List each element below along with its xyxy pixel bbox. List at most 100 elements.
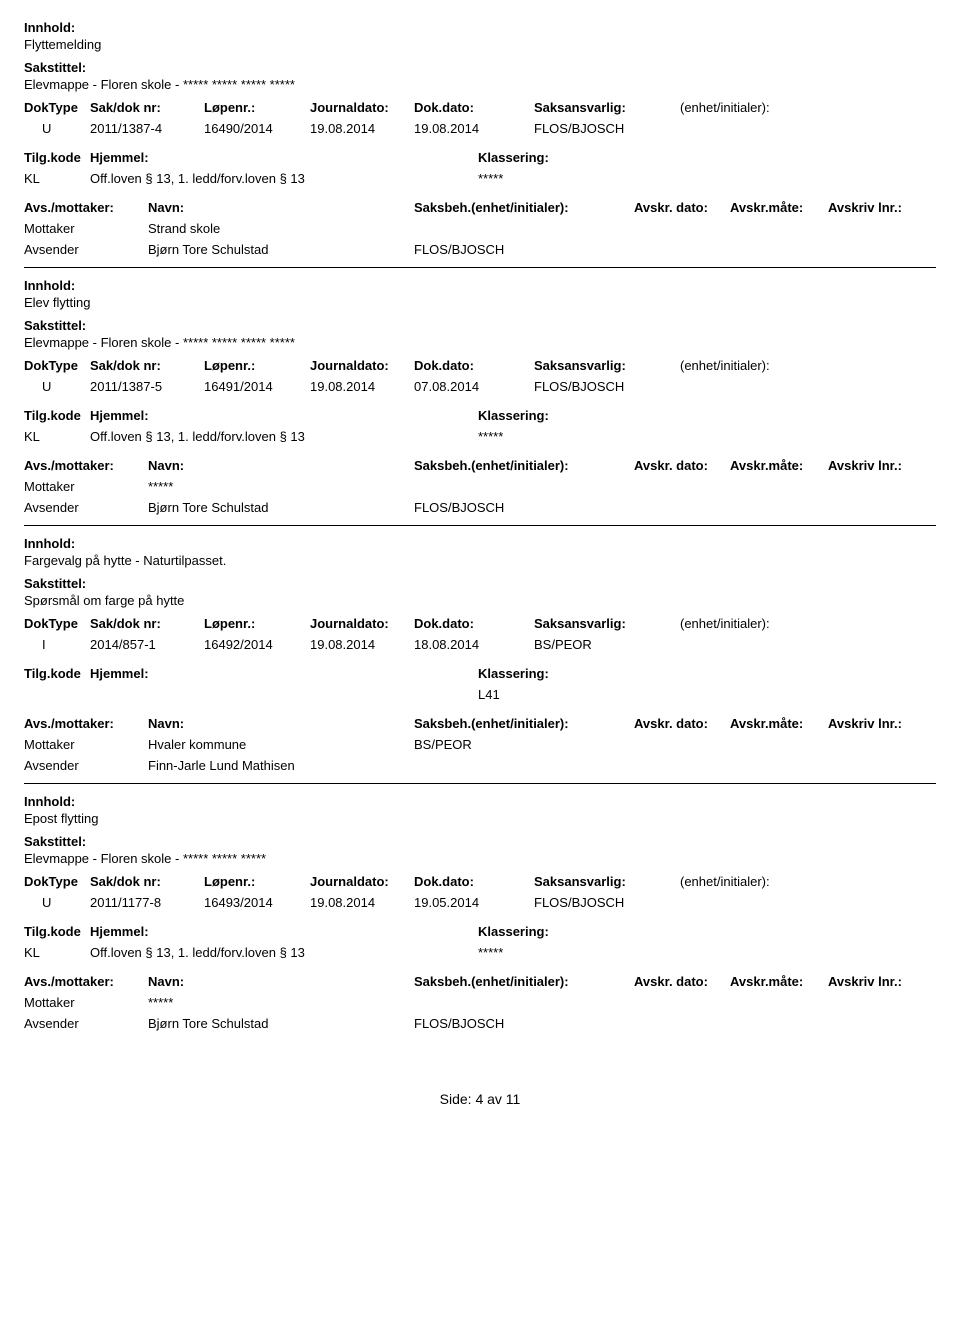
innhold-value: Epost flytting [24,811,936,826]
dokdato-value: 07.08.2014 [414,379,534,394]
sakdok-label: Sak/dok nr: [90,100,204,115]
sakstittel-value: Elevmappe - Floren skole - ***** ***** *… [24,77,936,92]
avskrivlnr-label: Avskriv lnr.: [828,716,936,731]
record-divider [24,783,936,784]
party-avskrdato [634,737,730,752]
dokdato-value: 18.08.2014 [414,637,534,652]
klassering-label: Klassering: [478,150,936,165]
party-avskrdato [634,242,730,257]
sakdok-value: 2014/857-1 [90,637,204,652]
lopenr-label: Løpenr.: [204,358,310,373]
avs-header-row: Avs./mottaker: Navn: Saksbeh.(enhet/init… [24,716,936,731]
party-row: Mottaker ***** [24,995,936,1010]
sakstittel-label: Sakstittel: [24,60,936,75]
dokdato-label: Dok.dato: [414,100,534,115]
tilg-value-row: KL Off.loven § 13, 1. ledd/forv.loven § … [24,945,936,960]
sakstittel-label: Sakstittel: [24,576,936,591]
party-row: Avsender Bjørn Tore Schulstad FLOS/BJOSC… [24,242,936,257]
doktype-value: U [24,121,90,136]
innhold-label: Innhold: [24,20,936,35]
party-avskrdato [634,995,730,1010]
avskrdato-label: Avskr. dato: [634,200,730,215]
doc-header-row: DokType Sak/dok nr: Løpenr.: Journaldato… [24,100,936,115]
doc-header-row: DokType Sak/dok nr: Løpenr.: Journaldato… [24,874,936,889]
party-avskrivlnr [828,500,936,515]
saksansvarlig-value: FLOS/BJOSCH [534,379,680,394]
journal-record: Innhold: Fargevalg på hytte - Naturtilpa… [24,536,936,773]
party-row: Avsender Bjørn Tore Schulstad FLOS/BJOSC… [24,500,936,515]
tilg-value-row: KL Off.loven § 13, 1. ledd/forv.loven § … [24,429,936,444]
saksansvarlig-label: Saksansvarlig: [534,616,680,631]
saksansvarlig-value: FLOS/BJOSCH [534,121,680,136]
klassering-label: Klassering: [478,666,936,681]
party-avskrdato [634,221,730,236]
hjemmel-label: Hjemmel: [90,924,478,939]
navn-label: Navn: [148,458,414,473]
enhet-value [680,637,936,652]
sakstittel-value: Spørsmål om farge på hytte [24,593,936,608]
party-avskrmate [730,995,828,1010]
doc-header-row: DokType Sak/dok nr: Løpenr.: Journaldato… [24,358,936,373]
party-row: Mottaker ***** [24,479,936,494]
avs-header-row: Avs./mottaker: Navn: Saksbeh.(enhet/init… [24,200,936,215]
sakstittel-value: Elevmappe - Floren skole - ***** ***** *… [24,851,936,866]
dokdato-label: Dok.dato: [414,358,534,373]
doktype-value: U [24,379,90,394]
party-row: Avsender Finn-Jarle Lund Mathisen [24,758,936,773]
party-avskrivlnr [828,995,936,1010]
avs-header-row: Avs./mottaker: Navn: Saksbeh.(enhet/init… [24,458,936,473]
innhold-value: Flyttemelding [24,37,936,52]
lopenr-label: Løpenr.: [204,616,310,631]
party-saksbeh [414,221,634,236]
saksansvarlig-label: Saksansvarlig: [534,358,680,373]
sakdok-label: Sak/dok nr: [90,874,204,889]
lopenr-label: Løpenr.: [204,874,310,889]
navn-label: Navn: [148,200,414,215]
avskrdato-label: Avskr. dato: [634,716,730,731]
enhet-value [680,121,936,136]
enhet-label: (enhet/initialer): [680,874,936,889]
parties-container: Mottaker Hvaler kommune BS/PEOR Avsender… [24,737,936,773]
journaldato-label: Journaldato: [310,358,414,373]
dokdato-label: Dok.dato: [414,616,534,631]
tilg-header-row: Tilg.kode Hjemmel: Klassering: [24,408,936,423]
party-avskrmate [730,242,828,257]
tilgkode-label: Tilg.kode [24,666,90,681]
sakdok-label: Sak/dok nr: [90,358,204,373]
tilgkode-value: KL [24,945,90,960]
journaldato-value: 19.08.2014 [310,121,414,136]
lopenr-label: Løpenr.: [204,100,310,115]
dokdato-value: 19.05.2014 [414,895,534,910]
avskrdato-label: Avskr. dato: [634,974,730,989]
tilgkode-label: Tilg.kode [24,408,90,423]
innhold-label: Innhold: [24,536,936,551]
tilg-value-row: KL Off.loven § 13, 1. ledd/forv.loven § … [24,171,936,186]
journaldato-value: 19.08.2014 [310,379,414,394]
party-avskrivlnr [828,737,936,752]
avsmottaker-label: Avs./mottaker: [24,458,148,473]
navn-label: Navn: [148,974,414,989]
party-avskrdato [634,479,730,494]
sakstittel-label: Sakstittel: [24,834,936,849]
party-avskrdato [634,1016,730,1031]
tilgkode-label: Tilg.kode [24,924,90,939]
journal-record: Innhold: Elev flytting Sakstittel: Elevm… [24,278,936,515]
klassering-value: ***** [478,945,936,960]
saksansvarlig-label: Saksansvarlig: [534,874,680,889]
hjemmel-label: Hjemmel: [90,666,478,681]
party-avskrmate [730,758,828,773]
party-avskrivlnr [828,479,936,494]
doc-value-row: U 2011/1387-5 16491/2014 19.08.2014 07.0… [24,379,936,394]
hjemmel-label: Hjemmel: [90,408,478,423]
party-row: Avsender Bjørn Tore Schulstad FLOS/BJOSC… [24,1016,936,1031]
party-role: Avsender [24,242,148,257]
doktype-label: DokType [24,100,90,115]
journaldato-label: Journaldato: [310,616,414,631]
party-navn: Strand skole [148,221,414,236]
party-role: Mottaker [24,221,148,236]
party-avskrmate [730,1016,828,1031]
avskrmate-label: Avskr.måte: [730,458,828,473]
klassering-label: Klassering: [478,408,936,423]
hjemmel-value: Off.loven § 13, 1. ledd/forv.loven § 13 [90,945,478,960]
avskrmate-label: Avskr.måte: [730,974,828,989]
